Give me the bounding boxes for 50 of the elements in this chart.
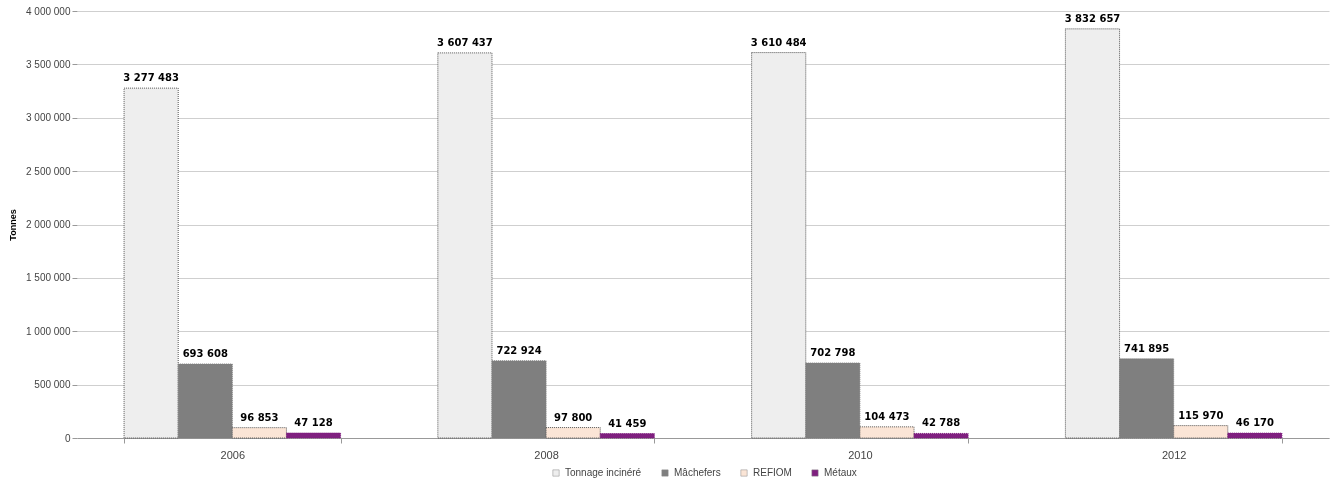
data-label: 3 832 657 [1064,12,1121,24]
bar [1227,432,1283,439]
bar [1064,28,1121,439]
y-tick-label: 1 500 000 [26,272,71,284]
x-tick-label: 2008 [534,448,559,461]
data-label: 42 788 [921,417,961,429]
bar [231,427,287,439]
y-tick-label: 1 000 000 [26,325,71,337]
data-label: 104 473 [864,410,910,422]
bar [913,432,969,439]
x-tick-label: 2012 [1161,448,1187,461]
data-label: 693 608 [182,347,228,359]
bar [859,426,915,439]
data-label: 115 970 [1178,409,1224,421]
data-label: 47 128 [294,416,333,428]
bar [805,362,861,439]
data-label: 97 800 [554,411,593,423]
x-tick-label: 2010 [848,448,873,461]
data-label: 722 924 [496,344,542,356]
bar [751,52,807,439]
bar [491,360,547,439]
bar [1119,358,1175,439]
legend-label: Tonnage incinéré [565,467,642,478]
data-label: 41 459 [608,417,647,429]
bar [599,433,655,439]
data-label: 3 607 437 [437,36,493,48]
legend-label: REFIOM [753,467,792,478]
bar [177,363,233,439]
data-label: 3 277 483 [123,72,180,84]
bar [545,427,601,439]
bar [285,432,342,439]
data-label: 3 610 484 [750,36,807,48]
bar [123,87,179,439]
data-label: 702 798 [810,346,856,358]
y-tick-label: 3 500 000 [26,58,71,70]
legend-label: Mâchefers [674,467,721,478]
data-label: 96 853 [240,411,279,423]
y-tick-label: 2 000 000 [26,219,71,230]
y-tick-label: 2 500 000 [26,165,71,177]
bar [1173,425,1229,439]
y-axis-title: Tonnes [8,209,19,241]
data-label: 741 895 [1124,342,1170,354]
y-tick-label: 500 000 [34,379,71,391]
y-tick-label: 3 000 000 [26,112,71,124]
x-tick-label: 2006 [220,448,246,461]
data-label: 46 170 [1235,417,1275,429]
legend-label: Métaux [824,467,857,478]
bar [437,52,493,439]
y-tick-label: 4 000 000 [26,5,71,17]
y-tick-label: 0 [64,432,71,444]
